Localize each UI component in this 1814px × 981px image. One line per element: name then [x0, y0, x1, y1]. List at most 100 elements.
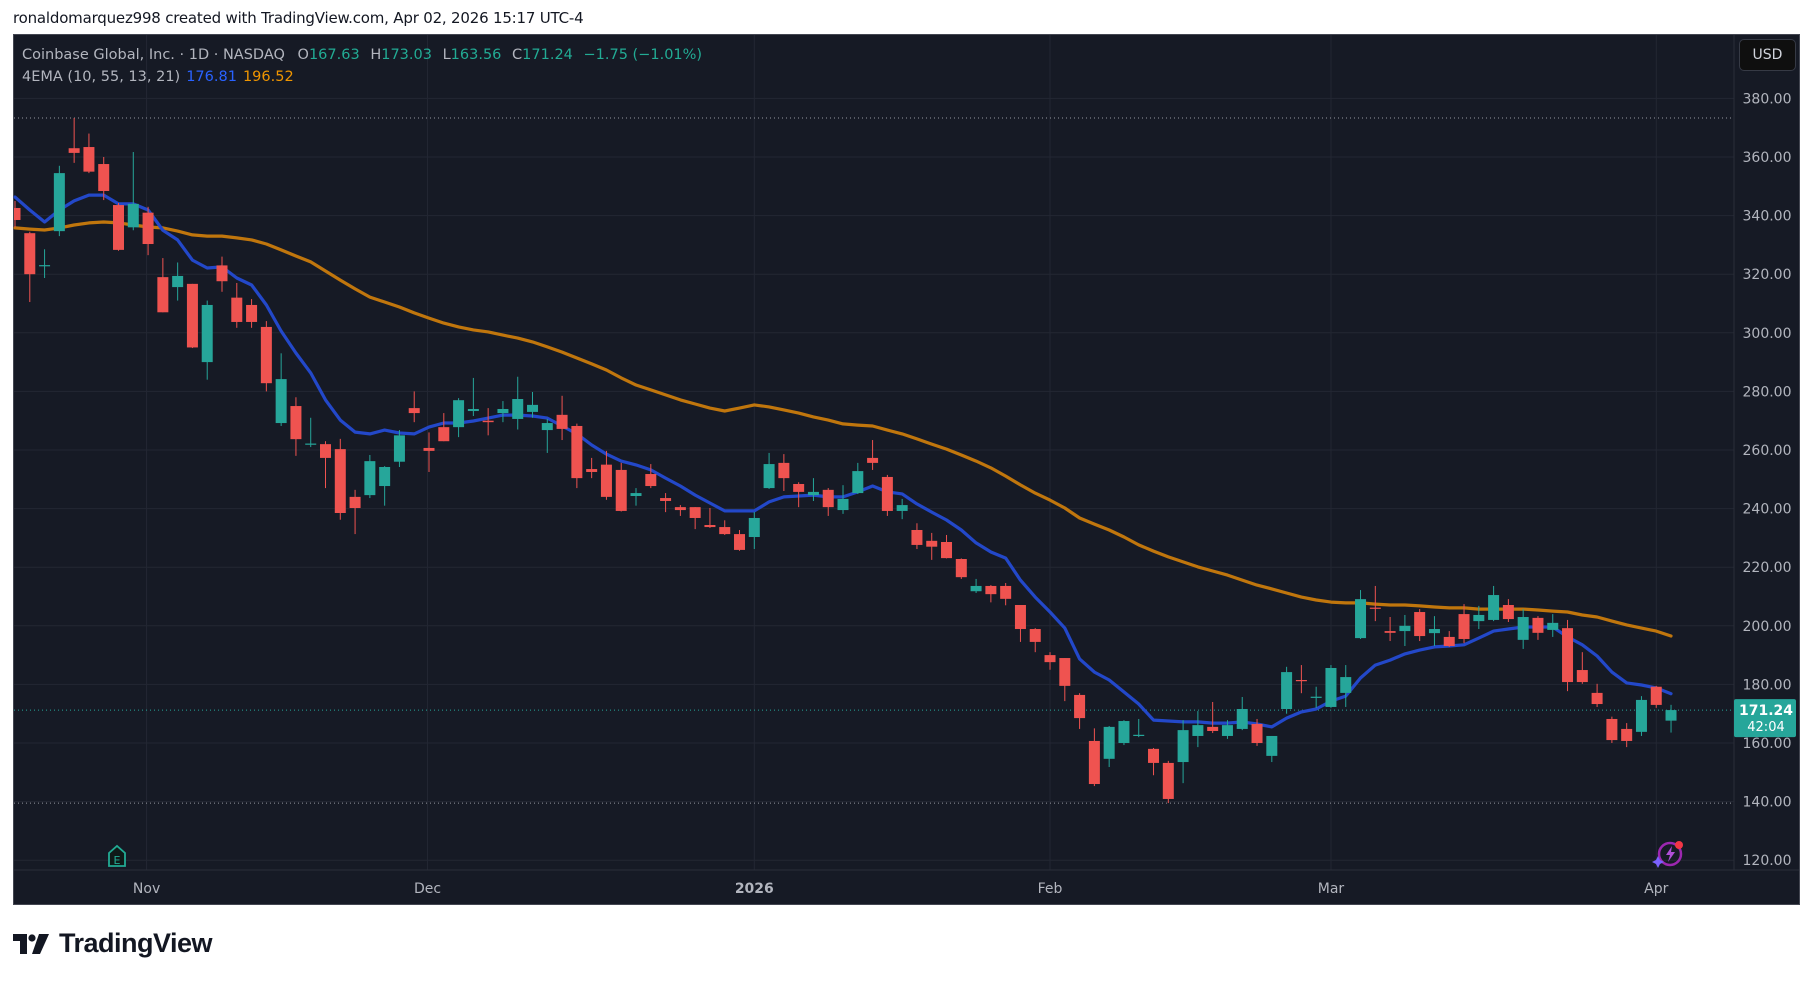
symbol-row: Coinbase Global, Inc. · 1D · NASDAQ O167…	[22, 44, 708, 66]
candle	[1118, 720, 1130, 746]
candle	[822, 488, 834, 516]
candle	[1000, 583, 1012, 606]
candle	[1014, 604, 1026, 642]
candle	[837, 485, 849, 514]
candle	[911, 523, 923, 550]
candle	[926, 532, 938, 560]
candle	[157, 258, 169, 313]
candle	[68, 118, 80, 163]
open-value: 167.63	[308, 47, 360, 63]
candle	[896, 498, 908, 520]
candle	[1414, 609, 1426, 642]
low-value: 163.56	[450, 47, 502, 63]
candle	[14, 200, 21, 228]
candle	[201, 300, 213, 380]
candle	[674, 505, 686, 516]
candle	[985, 585, 997, 603]
candle	[1325, 665, 1337, 708]
candle	[127, 152, 139, 231]
close-label: C	[512, 47, 523, 63]
candle	[53, 165, 65, 237]
time-axis[interactable]: Nov Dec 2026 Feb Mar Apr	[14, 869, 1799, 904]
candle	[1162, 760, 1174, 804]
candle	[98, 157, 110, 201]
currency-button[interactable]: USD	[1739, 39, 1796, 71]
candle	[1384, 617, 1396, 642]
grid-lines	[14, 35, 1734, 870]
time-tick-label: 2026	[735, 881, 774, 897]
candle	[660, 493, 672, 513]
price-tick-label: 180.00	[1743, 677, 1792, 693]
symbol-title[interactable]: Coinbase Global, Inc. · 1D · NASDAQ	[22, 47, 285, 63]
candle	[1665, 704, 1677, 733]
earnings-marker[interactable]: E	[108, 844, 126, 867]
price-tick-label: 380.00	[1743, 91, 1792, 107]
candle	[83, 133, 95, 174]
candle	[1621, 723, 1633, 748]
candle	[438, 413, 450, 442]
earnings-e-icon[interactable]	[108, 844, 126, 867]
price-axis[interactable]: 120.00 140.00 160.00 180.00 200.00 220.00 240.…	[1733, 35, 1799, 904]
candle	[305, 417, 317, 448]
ema-slow-value: 196.52	[242, 69, 294, 85]
last-price-badge	[1734, 699, 1796, 738]
candle	[556, 395, 568, 441]
ema-fast-value: 176.81	[186, 69, 237, 85]
last-price-value: 171.24	[1739, 703, 1793, 719]
price-tick-label: 160.00	[1743, 736, 1792, 752]
open-label: O	[297, 47, 309, 63]
price-tick-label: 360.00	[1743, 150, 1792, 166]
candle	[453, 398, 465, 438]
candle	[1088, 728, 1100, 787]
candle	[1029, 628, 1041, 653]
candle	[600, 450, 612, 500]
candle	[955, 558, 967, 579]
candle	[1236, 696, 1248, 731]
candle	[719, 520, 731, 535]
candle	[1591, 683, 1603, 707]
candle	[1428, 616, 1440, 647]
lightning-assistant-icon[interactable]	[1652, 841, 1683, 868]
candle	[1635, 696, 1647, 736]
candle	[1148, 747, 1160, 776]
tradingview-logo-icon	[13, 933, 49, 954]
price-tick-label: 120.00	[1743, 853, 1792, 869]
time-tick-label: Mar	[1318, 881, 1345, 897]
candle	[1650, 685, 1662, 708]
price-tick-label: 320.00	[1743, 267, 1792, 283]
candle	[379, 466, 391, 506]
candle	[571, 423, 583, 489]
indicator-title[interactable]: 4EMA (10, 55, 13, 21)	[22, 69, 181, 85]
candle	[1399, 614, 1411, 647]
candle	[1340, 665, 1352, 707]
candle	[1192, 711, 1204, 748]
candle	[734, 529, 746, 551]
candle	[941, 534, 953, 559]
candle	[1458, 604, 1470, 644]
high-low-markers	[14, 117, 1734, 804]
candle	[408, 391, 420, 423]
candle	[615, 462, 627, 512]
time-tick-label: Feb	[1038, 881, 1063, 897]
candle	[1295, 665, 1307, 694]
candle	[881, 474, 893, 516]
candle	[1251, 718, 1263, 746]
candle	[275, 353, 287, 426]
candle	[246, 299, 258, 328]
price-tick-label: 280.00	[1743, 384, 1792, 400]
price-tick-label: 300.00	[1743, 326, 1792, 342]
candle	[186, 283, 198, 349]
candle	[689, 507, 701, 530]
candle	[1207, 701, 1219, 734]
candle	[1488, 585, 1500, 622]
candle	[349, 489, 361, 535]
candlestick-series	[14, 118, 1677, 804]
candle	[467, 377, 479, 417]
high-value: 173.03	[381, 47, 432, 63]
candle	[1044, 652, 1056, 670]
candle	[1517, 609, 1529, 649]
candle	[1369, 585, 1381, 622]
candle	[1502, 599, 1514, 622]
candle	[1606, 716, 1618, 743]
